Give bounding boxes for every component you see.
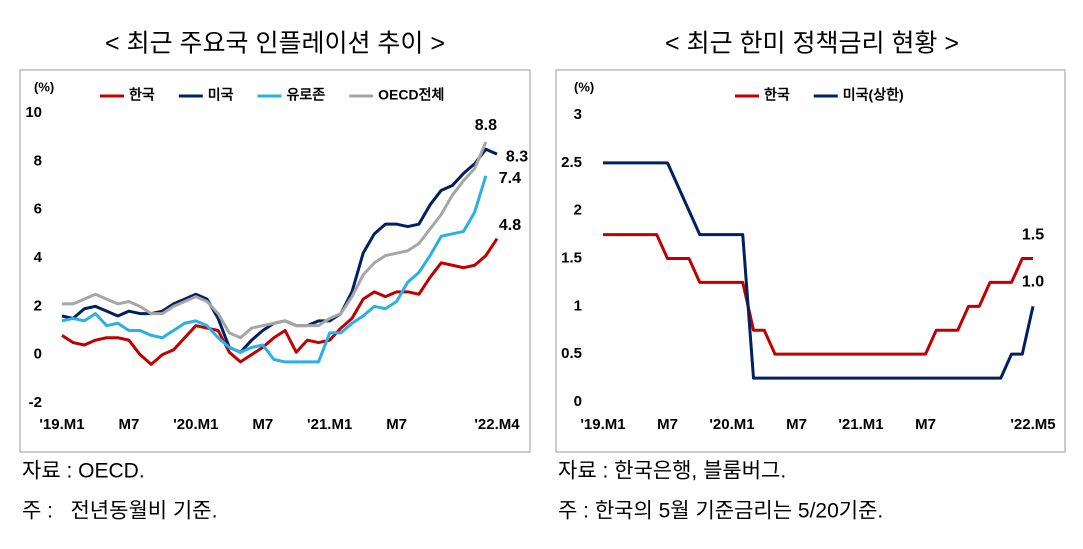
note: 자료 : 한국은행, 블룸버그. xyxy=(558,460,786,483)
x-tick-label: '19.M1 xyxy=(580,416,625,433)
x-tick-label: '20.M1 xyxy=(709,416,754,433)
note: 자료 : OECD. xyxy=(22,460,145,483)
legend-label: 한국 xyxy=(764,87,790,103)
legend-label: OECD전체 xyxy=(378,87,444,103)
y-tick-label: 2 xyxy=(34,297,42,314)
plot-frame xyxy=(555,69,1066,453)
series-line xyxy=(61,237,499,366)
note: 주 : 전년동월비 기준. xyxy=(22,500,217,523)
series-line xyxy=(603,161,1035,380)
x-tick-label: M7 xyxy=(915,416,936,433)
note: 주 : 한국의 5월 기준금리는 5/20기준. xyxy=(558,500,883,523)
x-tick-label: M7 xyxy=(657,416,678,433)
x-tick-label: M7 xyxy=(252,416,273,433)
y-tick-label: 6 xyxy=(34,201,42,218)
x-tick-label: '22.M4 xyxy=(474,416,520,433)
y-tick-label: 1.5 xyxy=(561,249,582,266)
value-label: 4.8 xyxy=(499,217,521,234)
x-tick-label: M7 xyxy=(119,416,140,433)
y-tick-label: 4 xyxy=(34,249,43,266)
value-label: 8.3 xyxy=(506,148,528,165)
x-tick-label: M7 xyxy=(786,416,807,433)
legend-label: 미국 xyxy=(208,87,234,103)
y-tick-label: 8 xyxy=(34,152,42,169)
y-tick-label: 2.5 xyxy=(561,154,582,171)
value-label: 1.5 xyxy=(1022,227,1044,244)
legend-label: 유로존 xyxy=(287,87,326,103)
y-tick-label: 10 xyxy=(25,104,42,121)
y-tick-label: 1 xyxy=(574,297,582,314)
y-axis-label: (%) xyxy=(574,79,594,94)
value-label: 7.4 xyxy=(499,170,521,187)
legend-label: 미국(상한) xyxy=(843,87,904,103)
y-tick-label: -2 xyxy=(29,394,42,411)
legend-label: 한국 xyxy=(129,87,155,103)
x-tick-label: '21.M1 xyxy=(307,416,352,433)
y-tick-label: 0 xyxy=(574,393,582,410)
y-tick-label: 2 xyxy=(574,202,582,219)
chart-title: < 최근 주요국 인플레이션 추이 > xyxy=(105,30,445,58)
y-tick-label: 0 xyxy=(34,346,42,363)
series-line xyxy=(62,141,488,340)
plot-frame xyxy=(19,69,531,453)
y-axis-label: (%) xyxy=(34,79,54,94)
y-tick-label: 0.5 xyxy=(561,345,582,362)
x-tick-label: M7 xyxy=(386,416,407,433)
y-tick-label: 3 xyxy=(574,106,582,123)
series-line xyxy=(603,233,1033,356)
x-tick-label: '19.M1 xyxy=(39,416,84,433)
x-tick-label: '22.M5 xyxy=(1010,416,1055,433)
x-tick-label: '20.M1 xyxy=(173,416,218,433)
chart-title: < 최근 한미 정책금리 현황 > xyxy=(665,30,959,58)
series-line xyxy=(61,175,488,364)
value-label: 1.0 xyxy=(1022,274,1044,291)
x-tick-label: '21.M1 xyxy=(838,416,883,433)
value-label: 8.8 xyxy=(475,117,497,134)
